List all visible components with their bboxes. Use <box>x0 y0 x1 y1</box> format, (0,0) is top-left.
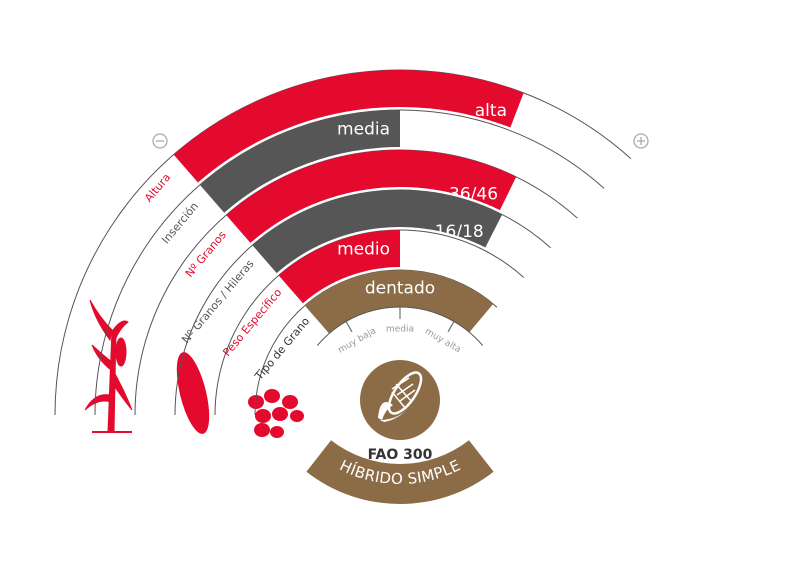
ring-bar <box>278 230 400 304</box>
corn-badge <box>360 360 440 440</box>
ring-value: media <box>337 120 390 140</box>
scale-tick <box>447 321 455 333</box>
ring-bar <box>199 110 400 213</box>
ring-bar <box>252 190 503 274</box>
ring-bar <box>173 69 524 183</box>
ring-label: Altura <box>142 171 173 205</box>
ring-value: alta <box>475 101 507 121</box>
ring-value: 16/18 <box>435 222 484 242</box>
scale-tick <box>345 321 353 333</box>
fao-label: FAO 300 <box>368 447 433 463</box>
scale-label: muy alta <box>423 327 462 356</box>
type-band <box>306 440 494 504</box>
ring-label: Inserción <box>159 200 201 247</box>
plus-button[interactable] <box>633 133 649 149</box>
ring-label: Tipo de Grano <box>252 315 313 384</box>
cob-icon <box>176 352 210 434</box>
scale-label: muy baja <box>337 326 378 356</box>
ring-bar <box>226 150 517 243</box>
minus-button[interactable] <box>152 133 168 149</box>
scale-arc <box>316 306 484 346</box>
ring-value: medio <box>337 240 390 260</box>
ring-value: dentado <box>365 279 435 299</box>
plant-icon <box>84 299 133 433</box>
ring-bar <box>304 270 494 334</box>
kernels-icon <box>248 389 304 438</box>
scale-label: media <box>386 325 414 335</box>
